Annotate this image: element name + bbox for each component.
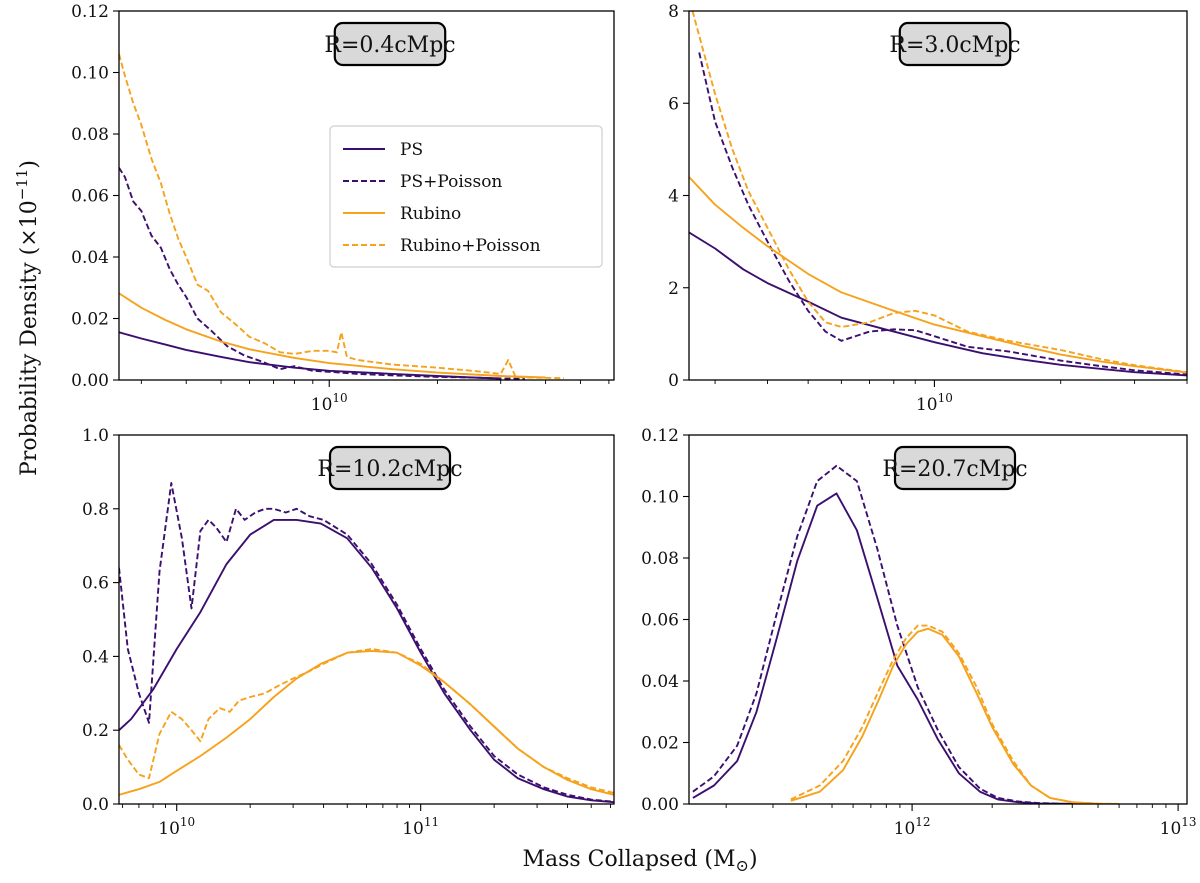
legend: PS PS+Poisson Rubino Rubino+Poisson [329, 125, 603, 268]
panel-title: R=20.7cMpc [882, 457, 1027, 482]
y-tick-label: 0.00 [71, 371, 109, 391]
y-tick-label: 0.02 [71, 310, 109, 330]
y-tick-label: 0.00 [641, 795, 679, 815]
legend-label: PS+Poisson [400, 172, 502, 192]
legend-label: PS [400, 140, 423, 160]
y-tick-label: 0 [668, 371, 679, 391]
series-rubino-plus-poisson-line [119, 648, 614, 794]
y-axis-label-main: Probability Density (×10 [17, 200, 42, 476]
y-tick-label: 8 [668, 2, 679, 22]
panel-4: 0.00 0.02 0.04 0.06 0.08 0.10 0.12 1012 1013 R=20… [641, 426, 1196, 839]
y-tick-label: 0.08 [641, 549, 679, 569]
y-tick-label: 0.0 [82, 795, 109, 815]
series-ps-plus-poisson-line [698, 52, 1187, 376]
y-tick-label: 4 [668, 187, 679, 207]
plot-frame [118, 434, 615, 805]
y-tick-label: 0.04 [641, 672, 679, 692]
y-tick-label: 0.12 [641, 426, 679, 446]
y-tick-label: 1.0 [82, 426, 109, 446]
y-axis-label-exponent: −11 [13, 169, 31, 201]
y-tick-label: 0.06 [71, 187, 109, 207]
y-tick-label: 2 [668, 279, 679, 299]
x-axis-label: Mass Collapsed (M⊙) [522, 847, 757, 875]
series-rubino-plus-poisson-line [119, 53, 565, 380]
series-rubino-line [119, 292, 546, 379]
series-rubino-plus-poisson-line [691, 11, 1187, 374]
y-tick-label: 0.12 [71, 2, 109, 22]
panel-title-box [333, 21, 447, 67]
y-tick-label: 0.8 [82, 500, 109, 520]
y-tick-label: 6 [668, 94, 679, 114]
panel-2: 0 2 4 6 8 1010 R=3.0cMpc [668, 2, 1188, 415]
y-tick-label: 0.10 [71, 64, 109, 84]
series-ps-line [119, 331, 501, 380]
panel-3: 0.0 0.2 0.4 0.6 0.8 1.0 1010 1011 R=10.2cMpc [82, 426, 615, 839]
y-axis-label: Probability Density (×10−11) [13, 160, 42, 476]
series-rubino-line [119, 649, 614, 796]
series-ps-plus-poisson-line [119, 482, 614, 803]
panel-title-box [893, 445, 1017, 491]
y-tick-label: 0.2 [82, 721, 109, 741]
series-ps-line [119, 518, 614, 804]
x-axis-label-sub: ⊙ [736, 856, 749, 875]
y-tick-label: 0.4 [82, 647, 109, 667]
panel-title: R=3.0cMpc [889, 33, 1020, 58]
x-tick-label: 1013 [1160, 815, 1197, 839]
legend-box [329, 125, 603, 268]
panel-title: R=10.2cMpc [317, 457, 462, 482]
x-tick-label: 1010 [916, 391, 953, 415]
panel-title: R=0.4cMpc [324, 33, 455, 58]
panel-1: 0.00 0.02 0.04 0.06 0.08 0.10 0.12 1010 R=0.4cMp… [71, 2, 615, 415]
x-tick-label: 1010 [158, 815, 195, 839]
y-tick-label: 0.6 [82, 574, 109, 594]
panel-title-box [898, 21, 1012, 67]
series-rubino-line [689, 176, 1187, 374]
y-tick-label: 0.04 [71, 248, 109, 268]
plot-frame [688, 434, 1188, 805]
x-axis-label-close: ) [749, 847, 758, 872]
panel-title-box [328, 445, 452, 491]
y-axis-label-close: ) [17, 160, 42, 169]
series-ps-line [689, 231, 1187, 377]
series-ps-line [692, 492, 1101, 804]
x-tick-label: 1012 [894, 815, 931, 839]
x-axis-label-main: Mass Collapsed (M [522, 847, 735, 872]
y-tick-label: 0.02 [641, 734, 679, 754]
y-tick-label: 0.06 [641, 611, 679, 631]
x-tick-label: 1010 [311, 391, 348, 415]
series-rubino-plus-poisson-line [790, 624, 1120, 804]
legend-label: Rubino [400, 204, 461, 224]
series-ps-plus-poisson-line [119, 167, 525, 380]
y-tick-label: 0.08 [71, 125, 109, 145]
legend-label: Rubino+Poisson [400, 236, 541, 256]
y-tick-label: 0.10 [641, 488, 679, 508]
series-ps-plus-poisson-line [692, 464, 1061, 804]
series-rubino-line [790, 627, 1120, 804]
x-tick-label: 1011 [402, 815, 439, 839]
